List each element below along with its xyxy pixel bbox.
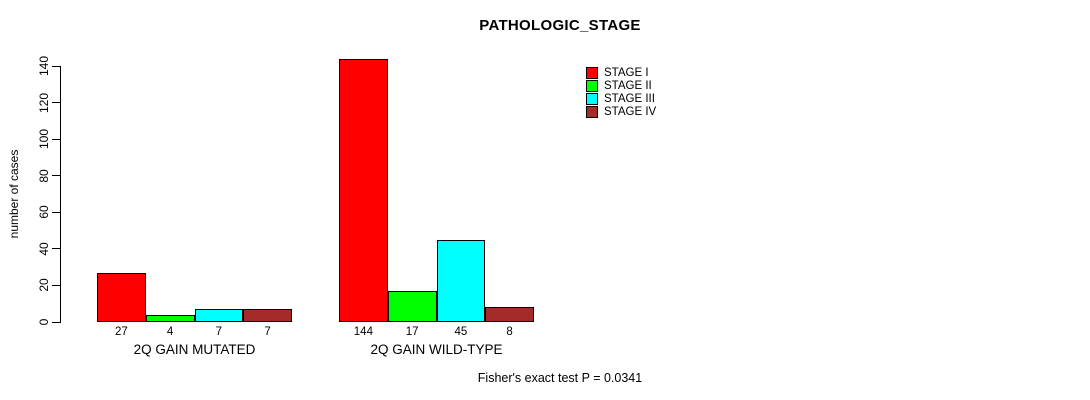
- y-axis-tick-label: 20: [37, 278, 51, 293]
- y-axis-tick: [52, 284, 60, 286]
- bar-stage-iii: [194, 309, 244, 322]
- bar-value-label: 4: [166, 326, 174, 338]
- legend-label-stage-i: STAGE I: [604, 66, 649, 79]
- bar-value-label: 8: [506, 326, 513, 338]
- y-axis-tick-label: 120: [37, 92, 51, 113]
- bar-value-label: 27: [114, 326, 128, 338]
- bar-value-label: 45: [454, 326, 468, 338]
- legend-item-stage-i: STAGE I: [586, 66, 656, 79]
- y-axis-tick: [52, 248, 60, 250]
- y-axis-tick-label: 100: [37, 129, 51, 150]
- y-axis-tick-label: 140: [37, 55, 51, 77]
- legend-item-stage-iii: STAGE III: [586, 92, 656, 105]
- bar-value-label: 144: [353, 326, 373, 338]
- bar-value-label: 7: [215, 326, 223, 338]
- y-axis-label: number of cases: [7, 149, 21, 239]
- bar-stage-i: [97, 273, 146, 322]
- y-axis-line: [60, 66, 61, 323]
- statistical-test-annotation: Fisher's exact test P = 0.0341: [477, 371, 643, 385]
- stage-i-swatch-icon: [586, 66, 598, 79]
- chart-title: PATHOLOGIC_STAGE: [479, 17, 641, 34]
- legend-item-stage-ii: STAGE II: [586, 79, 656, 92]
- stage-iii-swatch-icon: [586, 92, 598, 105]
- legend-label-stage-ii: STAGE II: [604, 79, 652, 92]
- x-category-label: 2Q GAIN WILD-TYPE: [370, 342, 503, 357]
- bar-stage-iii: [436, 240, 486, 322]
- bar-stage-iv: [243, 309, 292, 322]
- bar-stage-ii: [145, 315, 195, 322]
- y-axis-tick-label: 80: [37, 169, 51, 183]
- bar-value-label: 17: [405, 326, 419, 338]
- y-axis-tick-label: 40: [37, 242, 51, 256]
- legend-label-stage-iii: STAGE III: [604, 92, 655, 105]
- legend-item-stage-iv: STAGE IV: [586, 105, 656, 118]
- y-axis-tick: [52, 211, 60, 213]
- y-axis-tick: [52, 175, 60, 177]
- stage-ii-swatch-icon: [586, 79, 598, 92]
- legend: STAGE I STAGE II STAGE III STAGE IV: [586, 66, 656, 118]
- stage-iv-swatch-icon: [586, 105, 598, 118]
- y-axis-tick: [52, 321, 60, 323]
- y-axis-tick: [52, 65, 60, 67]
- y-axis-tick-label: 0: [37, 318, 51, 326]
- y-axis-tick: [52, 102, 60, 104]
- x-category-label: 2Q GAIN MUTATED: [133, 342, 256, 357]
- bar-value-label: 7: [264, 326, 271, 338]
- bar-stage-iv: [485, 307, 534, 322]
- bar-stage-i: [339, 59, 388, 322]
- y-axis-tick: [52, 138, 60, 140]
- bar-stage-ii: [387, 291, 437, 322]
- y-axis-tick-label: 60: [37, 205, 51, 219]
- legend-label-stage-iv: STAGE IV: [604, 105, 657, 118]
